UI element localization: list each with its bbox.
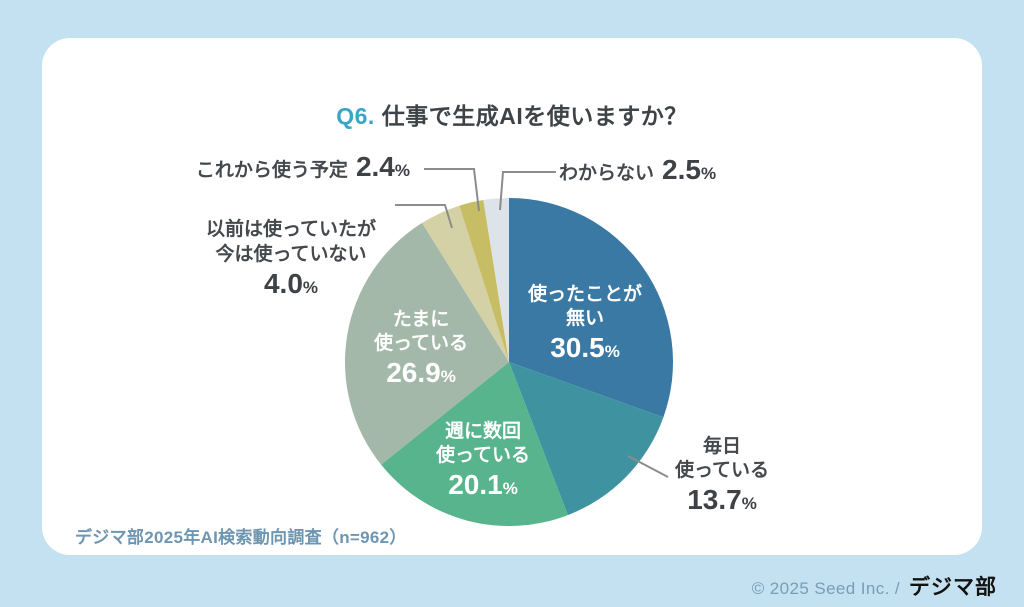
slice-value: 2.5%	[662, 154, 717, 185]
slice-label-text: 使っている	[435, 445, 531, 466]
pie-chart	[345, 198, 673, 526]
slice-label-text: これから使う予定	[195, 160, 348, 181]
slice-label-text: 毎日	[702, 436, 741, 457]
chart-title: Q6. 仕事で生成AIを使いますか？	[0, 97, 1024, 131]
pie-slice-1	[509, 362, 664, 516]
slice-label-plan-to-use: これから使う予定 2.4%	[190, 151, 410, 183]
slice-value: 4.0%	[263, 268, 319, 299]
slice-label-text: 今は使っていない	[215, 244, 367, 265]
footer: © 2025 Seed Inc. / デジマ部	[752, 571, 997, 601]
slice-label-text: 使っている	[373, 333, 469, 354]
slice-label-text: 週に数回	[444, 421, 521, 442]
slice-label-text: 使ったことが	[527, 284, 642, 305]
pie-slice-2	[381, 362, 568, 526]
pie-slice-4	[422, 205, 509, 362]
slice-label-never-used: 使ったことが 無い 30.5%	[495, 283, 675, 367]
slice-value: 20.1%	[448, 469, 518, 500]
survey-source-note: デジマ部2025年AI検索動向調査（n=962）	[75, 528, 407, 547]
slice-value: 30.5%	[550, 332, 620, 363]
slice-label-text: わからない	[559, 163, 655, 184]
slice-value: 2.4%	[355, 151, 410, 182]
slice-value: 13.7%	[687, 484, 757, 515]
question-text: 仕事で生成AIを使いますか？	[381, 103, 688, 129]
slice-value: 26.9%	[386, 357, 456, 388]
brand-logo: デジマ部	[909, 576, 997, 599]
slice-label-used-before: 以前は使っていたが 今は使っていない 4.0%	[201, 217, 381, 303]
copyright-text: © 2025 Seed Inc. /	[751, 579, 900, 598]
slice-label-text: 使っている	[674, 460, 770, 481]
slice-label-occasionally: たまに 使っている 26.9%	[331, 308, 511, 392]
slice-label-text: 無い	[565, 308, 604, 329]
pie-slice-3	[345, 222, 509, 465]
pie-slice-5	[459, 200, 509, 362]
pie-slice-0	[509, 198, 673, 418]
slice-label-few-times-week: 週に数回 使っている 20.1%	[393, 420, 573, 504]
slice-label-dont-know: わからない 2.5%	[559, 154, 716, 186]
slice-label-daily: 毎日 使っている 13.7%	[632, 435, 812, 519]
question-number: Q6.	[336, 103, 375, 129]
pie-slice-6	[483, 198, 509, 362]
slice-label-text: 以前は使っていたが	[205, 219, 377, 240]
slice-label-text: たまに	[392, 309, 450, 330]
